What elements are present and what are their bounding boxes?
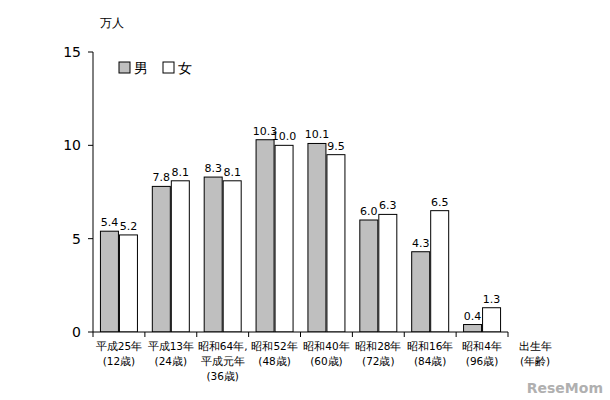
data-label: 6.0 bbox=[360, 205, 378, 218]
x-tick bbox=[352, 332, 353, 337]
legend-label: 男 bbox=[134, 60, 148, 76]
y-tick-label: 5 bbox=[72, 231, 81, 247]
bar bbox=[275, 145, 293, 332]
data-label: 4.3 bbox=[412, 237, 430, 250]
x-tick bbox=[196, 332, 197, 337]
bar bbox=[464, 325, 482, 332]
legend-label: 女 bbox=[178, 60, 192, 76]
chart-container: 051015万人5.47.88.310.310.16.04.30.45.28.1… bbox=[0, 0, 610, 400]
data-label: 5.4 bbox=[101, 216, 119, 229]
legend-swatch bbox=[119, 62, 130, 73]
x-tick bbox=[248, 332, 249, 337]
x-tick bbox=[404, 332, 405, 337]
y-tick-label: 10 bbox=[63, 137, 81, 153]
y-axis-label: 万人 bbox=[100, 16, 124, 30]
x-tick-label: 平成13年(24歳) bbox=[148, 340, 194, 367]
chart: 051015万人5.47.88.310.310.16.04.30.45.28.1… bbox=[0, 0, 610, 400]
x-tick bbox=[93, 332, 94, 337]
y-tick bbox=[88, 145, 93, 146]
data-label: 7.8 bbox=[153, 171, 171, 184]
data-label: 10.0 bbox=[272, 130, 297, 143]
bar bbox=[308, 143, 326, 332]
data-label: 8.1 bbox=[223, 166, 241, 179]
watermark: ReseMom bbox=[527, 380, 603, 396]
bar bbox=[119, 235, 137, 332]
data-label: 10.1 bbox=[305, 128, 330, 141]
x-tick-label: 昭和40年(60歳) bbox=[303, 340, 349, 367]
x-tick bbox=[144, 332, 145, 337]
bar bbox=[171, 181, 189, 332]
y-tick-label: 0 bbox=[72, 324, 81, 340]
bar bbox=[204, 177, 222, 332]
x-axis-label: 出生年(年齢) bbox=[519, 340, 552, 367]
bar bbox=[327, 155, 345, 332]
y-axis bbox=[93, 52, 94, 332]
y-tick-label: 15 bbox=[63, 44, 81, 60]
bar bbox=[379, 214, 397, 332]
bar bbox=[483, 308, 501, 332]
data-label: 1.3 bbox=[483, 293, 501, 306]
bar bbox=[223, 181, 241, 332]
data-label: 0.4 bbox=[464, 310, 482, 323]
x-tick-label: 昭和28年(72歳) bbox=[355, 340, 401, 367]
data-label: 5.2 bbox=[120, 220, 138, 233]
bar bbox=[412, 252, 430, 332]
x-tick bbox=[508, 332, 509, 337]
data-label: 9.5 bbox=[327, 140, 345, 153]
bar bbox=[256, 140, 274, 332]
bar bbox=[152, 186, 170, 332]
x-tick bbox=[456, 332, 457, 337]
bar bbox=[431, 211, 449, 332]
x-tick-label: 昭和16年(84歳) bbox=[407, 340, 453, 367]
data-label: 6.3 bbox=[379, 199, 397, 212]
bar bbox=[100, 231, 118, 332]
data-label: 6.5 bbox=[431, 196, 449, 209]
bar bbox=[360, 220, 378, 332]
bars bbox=[100, 140, 500, 332]
x-tick-label: 昭和4年(96歳) bbox=[462, 340, 502, 367]
x-tick-label: 昭和64年,平成元年(36歳) bbox=[198, 340, 248, 382]
legend-swatch bbox=[163, 62, 174, 73]
y-tick bbox=[88, 238, 93, 239]
x-tick-label: 平成25年(12歳) bbox=[96, 340, 142, 367]
y-tick bbox=[88, 52, 93, 53]
data-label: 8.3 bbox=[204, 162, 222, 175]
data-label: 8.1 bbox=[172, 166, 190, 179]
x-tick-label: 昭和52年(48歳) bbox=[251, 340, 297, 367]
x-tick bbox=[300, 332, 301, 337]
y-tick bbox=[88, 332, 93, 333]
